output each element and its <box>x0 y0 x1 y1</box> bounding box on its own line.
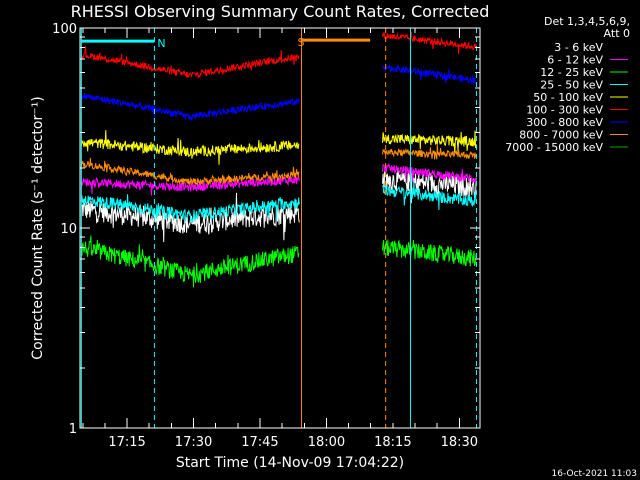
legend-label: 800 - 7000 keV <box>519 129 603 142</box>
legend-label: 50 - 100 keV <box>533 91 603 104</box>
series-line <box>80 235 477 288</box>
legend-label: 12 - 25 keV <box>540 66 603 79</box>
x-axis-label: Start Time (14-Nov-09 17:04:22) <box>176 455 404 471</box>
series-line <box>80 162 477 196</box>
series-line <box>80 180 477 224</box>
chart-title: RHESSI Observing Summary Count Rates, Co… <box>71 2 490 21</box>
x-tick-label: 17:30 <box>175 435 212 450</box>
legend-label: 6 - 12 keV <box>547 54 603 67</box>
x-tick-label: 17:15 <box>108 435 145 450</box>
flag-label: S <box>297 36 304 49</box>
series-line <box>80 64 477 122</box>
y-tick-label: 1 <box>69 422 77 437</box>
flag-label: N <box>157 37 165 50</box>
x-tick-label: 18:00 <box>308 435 345 450</box>
y-tick-label: 100 <box>52 22 77 37</box>
legend-label: 7000 - 15000 keV <box>505 141 603 154</box>
plot-frame <box>79 27 481 429</box>
x-tick-label: 17:45 <box>241 435 278 450</box>
series-line <box>80 31 477 79</box>
legend-header: Att 0 <box>604 27 630 40</box>
axes: 1 10 100 17:15 17:30 17:45 18:00 18:15 18:30 <box>52 22 480 450</box>
x-tick-label: 18:30 <box>441 435 478 450</box>
legend-label: 100 - 300 keV <box>526 104 603 117</box>
y-tick-label: 10 <box>60 222 77 237</box>
series-line <box>80 144 477 186</box>
x-tick-label: 18:15 <box>374 435 411 450</box>
legend-label: 25 - 50 keV <box>540 79 603 92</box>
y-axis-label: Corrected Count Rate (s⁻¹ detector⁻¹) <box>30 96 46 359</box>
legend-header: Det 1,3,4,5,6,9, <box>544 15 630 28</box>
footer-timestamp: 16-Oct-2021 11:03 <box>552 469 637 479</box>
series-line <box>80 130 477 165</box>
legend-label: 3 - 6 keV <box>554 41 603 54</box>
legend-label: 300 - 800 keV <box>526 116 603 129</box>
